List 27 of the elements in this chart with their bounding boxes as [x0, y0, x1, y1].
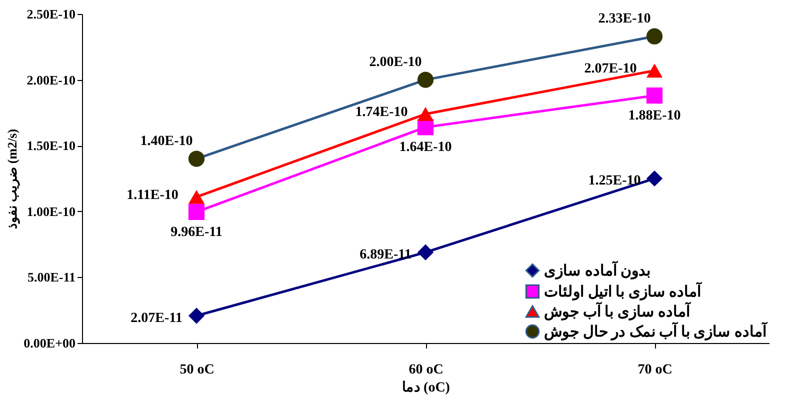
legend-label: بدون آماده سازی [544, 260, 650, 280]
x-tick-label: 60 oC [408, 362, 444, 378]
data-label: 1.88E-10 [628, 108, 681, 124]
y-tick-label: 5.00E-11 [27, 270, 76, 285]
x-tick-label: 50 oC [180, 362, 214, 378]
data-label: 2.33E-10 [598, 11, 651, 26]
data-label: 1.11E-10 [126, 188, 178, 203]
legend-label: آماده سازی با آب نمک در حال جوش [544, 322, 768, 340]
x-tick-label: 70 oC [638, 362, 672, 378]
y-axis-title: ضریب نفوذ (m2/s) [4, 128, 21, 230]
y-tick-label: 1.50E-10 [26, 138, 76, 154]
legend-label: آماده سازی با آب جوش [544, 302, 692, 320]
y-tick-label: 1.00E-10 [26, 204, 76, 219]
data-label: 2.07E-10 [584, 62, 637, 77]
data-label: 2.00E-10 [369, 54, 422, 70]
y-tick-label: 2.00E-10 [26, 72, 76, 88]
y-tick-label: 2.50E-10 [26, 6, 76, 22]
data-label: 1.25E-10 [588, 174, 641, 188]
y-tick-label: 0.00E+00 [24, 336, 76, 350]
data-label: 1.74E-10 [355, 105, 408, 120]
x-axis-title: دما (oC) [402, 380, 450, 396]
data-label: 1.64E-10 [399, 140, 452, 156]
data-label: 1.40E-10 [140, 134, 193, 149]
data-label: 2.07E-11 [130, 310, 182, 326]
data-label: 6.89E-11 [360, 247, 412, 262]
data-label: 9.96E-11 [170, 224, 222, 240]
legend-label: آماده سازی با اتیل اولئات [544, 282, 703, 300]
